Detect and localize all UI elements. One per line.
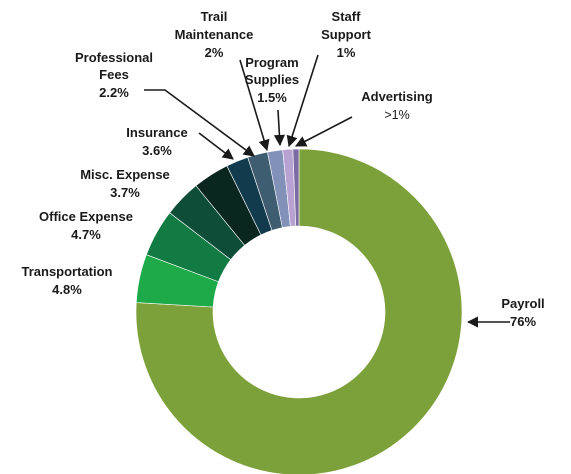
label-payroll: Payroll — [501, 296, 544, 311]
leader-lines — [144, 54, 510, 328]
leader-arrow-insurance — [198, 132, 234, 160]
value-office-expense: 4.7% — [71, 227, 101, 242]
value-advertising: >1% — [384, 108, 409, 122]
label-program-supplies-2: Supplies — [245, 72, 299, 87]
label-misc-expense: Misc. Expense — [80, 167, 170, 182]
label-insurance: Insurance — [126, 125, 187, 140]
label-trail-maintenance-2: Maintenance — [175, 27, 254, 42]
value-staff-support: 1% — [337, 45, 356, 60]
label-professional-fees-2: Fees — [99, 67, 129, 82]
leader-arrow-program-supplies — [273, 109, 286, 147]
value-program-supplies: 1.5% — [257, 90, 287, 105]
label-staff-support: Staff — [332, 9, 362, 24]
label-trail-maintenance: Trail — [201, 9, 228, 24]
label-staff-support-2: Support — [321, 27, 371, 42]
label-program-supplies: Program — [245, 55, 298, 70]
value-trail-maintenance: 2% — [205, 45, 224, 60]
slice-advertising — [292, 148, 300, 227]
leader-arrow-professional-fees — [144, 89, 255, 157]
label-transportation: Transportation — [21, 264, 112, 279]
value-misc-expense: 3.7% — [110, 185, 140, 200]
leader-arrow-advertising — [295, 116, 353, 147]
label-professional-fees-line1: Professional — [75, 50, 153, 65]
slices-group — [135, 148, 463, 474]
value-transportation: 4.8% — [52, 282, 82, 297]
label-professional-fees: Professional — [75, 50, 153, 65]
slice-payroll — [135, 148, 463, 474]
value-professional-fees: 2.2% — [99, 85, 129, 100]
leader-arrow-trail-maintenance — [239, 59, 270, 152]
label-advertising: Advertising — [361, 89, 433, 104]
value-payroll: 76% — [510, 314, 536, 329]
label-office-expense: Office Expense — [39, 209, 133, 224]
value-insurance: 3.6% — [142, 143, 172, 158]
leader-arrow-staff-support — [286, 54, 319, 148]
